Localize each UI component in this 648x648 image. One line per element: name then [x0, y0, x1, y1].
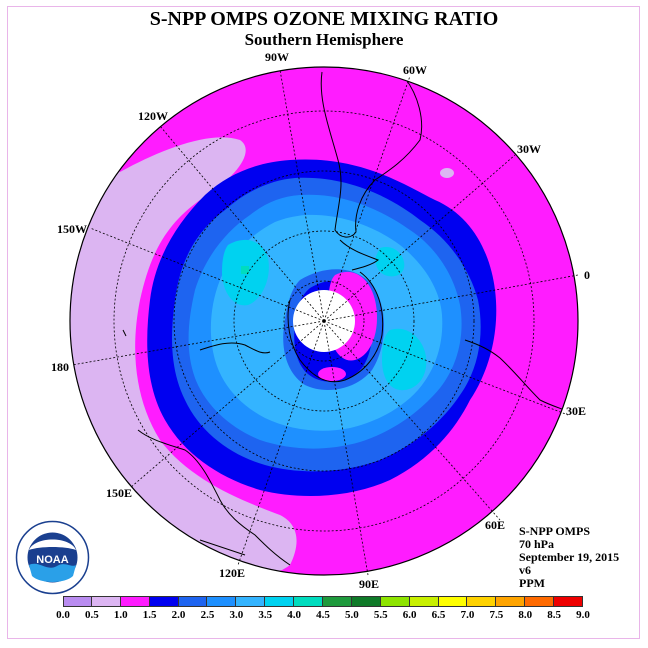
- colorbar-tick-label: 0.0: [56, 609, 70, 621]
- graticule: [71, 69, 579, 576]
- outline-ice-shelf: [199, 342, 271, 354]
- plot-frame: [7, 6, 640, 639]
- info-date: September 19, 2015: [519, 550, 620, 564]
- noaa-logo-text: NOAA: [36, 554, 68, 566]
- colorbar-segment: [149, 596, 179, 607]
- colorbar-tick-label: 5.0: [345, 609, 359, 621]
- colorbar-tick-label: 4.0: [287, 609, 301, 621]
- colorbar-tick-label: 1.0: [113, 609, 128, 621]
- outline-south-america: [320, 71, 423, 238]
- outline-new-zealand: [122, 329, 127, 337]
- map-subtitle: Southern Hemisphere: [244, 30, 404, 49]
- lon-label-60w: 60W: [403, 63, 427, 77]
- colorbar-segment: [207, 596, 237, 607]
- colorbar-segment: [236, 596, 266, 607]
- colorbar-tick-label: 6.5: [431, 609, 446, 621]
- colorbar-tick-label: 1.5: [142, 609, 157, 621]
- colorbar-segment: [467, 596, 497, 607]
- field-lavender-spot: [440, 168, 454, 178]
- outline-australia: [137, 429, 291, 566]
- colorbar-segment: [409, 596, 439, 607]
- colorbar-tick-label: 4.5: [316, 609, 330, 621]
- colorbar-tick-label: 8.0: [518, 609, 533, 621]
- colorbar-segment: [438, 596, 468, 607]
- colorbar-segment: [496, 596, 526, 607]
- map-title: S-NPP OMPS OZONE MIXING RATIO: [149, 8, 499, 30]
- colorbar-tick-label: 2.5: [200, 609, 215, 621]
- colorbar-tick-label: 3.5: [258, 609, 273, 621]
- colorbar-segment: [380, 596, 410, 607]
- noaa-logo: NOAA: [15, 520, 90, 595]
- colorbar-tick-label: 7.5: [489, 609, 504, 621]
- lon-label-150e: 150E: [106, 486, 133, 500]
- colorbar-segment: [91, 596, 121, 607]
- colorbar-tick-label: 0.5: [85, 609, 99, 621]
- colorbar-segment: [265, 596, 295, 607]
- lon-label-150w: 150W: [57, 222, 87, 236]
- colorbar-segment: [63, 596, 92, 607]
- colorbar-segment: [323, 596, 352, 607]
- colorbar-segment: [554, 596, 583, 607]
- lon-label-120w: 120W: [138, 109, 168, 123]
- field-magenta-hole-2: [318, 367, 346, 381]
- lon-label-90w: 90W: [265, 50, 289, 64]
- lon-label-0: 0: [584, 268, 590, 282]
- colorbar-tick-label: 2.0: [171, 609, 186, 621]
- globe-border: [69, 66, 579, 576]
- info-units: PPM: [519, 576, 545, 590]
- lon-label-30w: 30W: [517, 142, 541, 156]
- colorbar-tick-label: 6.0: [402, 609, 417, 621]
- colorbar-segment: [178, 596, 208, 607]
- colorbar-segment: [351, 596, 381, 607]
- outline-indonesia: [199, 539, 246, 556]
- colorbar-tick-label: 8.5: [547, 609, 561, 621]
- colorbar: [63, 596, 583, 607]
- colorbar-tick-label: 5.5: [373, 609, 388, 621]
- outline-antarctica: [287, 271, 384, 383]
- lon-label-60e: 60E: [485, 518, 506, 532]
- colorbar-segment: [525, 596, 555, 607]
- colorbar-tick-label: 7.0: [460, 609, 475, 621]
- info-version: v6: [519, 563, 531, 577]
- info-block: S-NPP OMPS 70 hPa September 19, 2015 v6 …: [519, 525, 619, 590]
- info-instrument: S-NPP OMPS: [519, 524, 590, 538]
- lon-label-180: 180: [51, 360, 69, 374]
- colorbar-segment: [294, 596, 323, 607]
- colorbar-segment: [120, 596, 150, 607]
- colorbar-tick-label: 9.0: [576, 609, 590, 621]
- lon-label-30e: 30E: [566, 404, 587, 418]
- field-teal-spot: [241, 266, 249, 274]
- field-cyan-2: [382, 328, 427, 391]
- colorbar-tick-label: 3.0: [229, 609, 244, 621]
- lon-label-120e: 120E: [219, 566, 246, 580]
- lon-label-90e: 90E: [359, 577, 380, 591]
- info-level: 70 hPa: [519, 537, 555, 551]
